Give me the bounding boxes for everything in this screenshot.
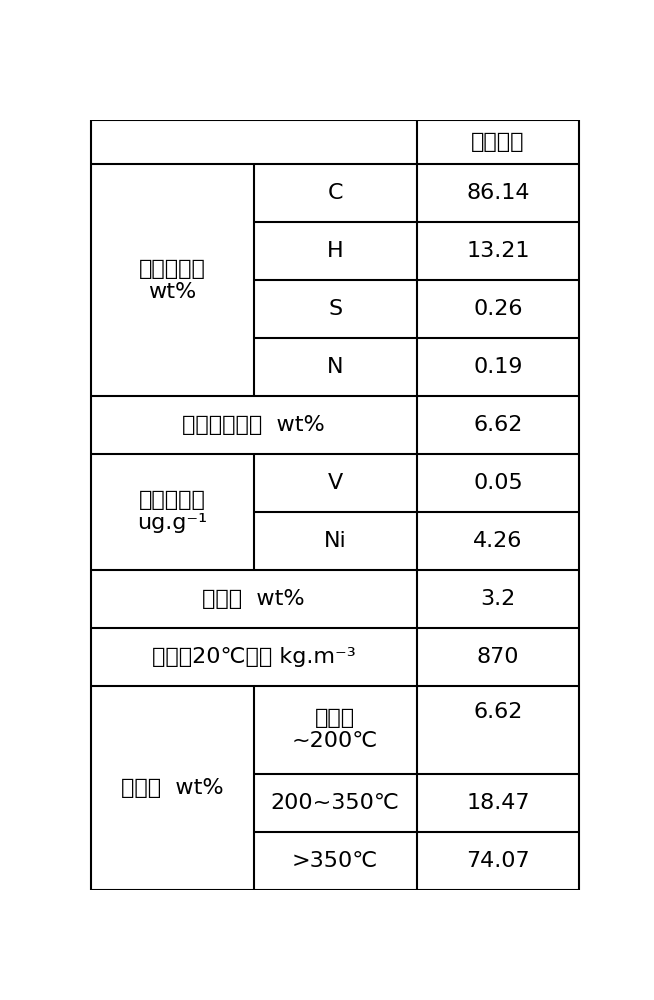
- Text: 3.2: 3.2: [480, 589, 515, 609]
- Text: 870: 870: [477, 647, 519, 667]
- Text: 密度（20℃）， kg.m⁻³: 密度（20℃）， kg.m⁻³: [152, 647, 356, 667]
- Text: 残炭，  wt%: 残炭， wt%: [203, 589, 305, 609]
- Text: >350℃: >350℃: [292, 851, 378, 871]
- Text: N: N: [327, 357, 343, 377]
- Text: C: C: [328, 183, 343, 203]
- Text: 大庆原油: 大庆原油: [471, 132, 525, 152]
- Text: 元素组成，
wt%: 元素组成， wt%: [139, 259, 206, 302]
- Text: 初馏点
~200℃: 初馏点 ~200℃: [292, 708, 378, 751]
- Text: 4.26: 4.26: [473, 531, 523, 551]
- Text: H: H: [327, 241, 343, 261]
- Text: 金属含量，
ug.g⁻¹: 金属含量， ug.g⁻¹: [137, 490, 207, 533]
- Text: 200~350℃: 200~350℃: [271, 793, 400, 813]
- Text: Ni: Ni: [324, 531, 347, 551]
- Text: S: S: [328, 299, 342, 319]
- Text: 74.07: 74.07: [466, 851, 530, 871]
- Text: 13.21: 13.21: [466, 241, 530, 261]
- Text: 馏程，  wt%: 馏程， wt%: [121, 778, 224, 798]
- Text: 0.05: 0.05: [473, 473, 523, 493]
- Text: 18.47: 18.47: [466, 793, 530, 813]
- Text: 86.14: 86.14: [466, 183, 530, 203]
- Text: 石脑油含量，  wt%: 石脑油含量， wt%: [182, 415, 325, 435]
- Text: 0.19: 0.19: [473, 357, 523, 377]
- Text: 0.26: 0.26: [473, 299, 523, 319]
- Text: 6.62: 6.62: [473, 702, 523, 722]
- Text: 6.62: 6.62: [473, 415, 523, 435]
- Text: V: V: [328, 473, 343, 493]
